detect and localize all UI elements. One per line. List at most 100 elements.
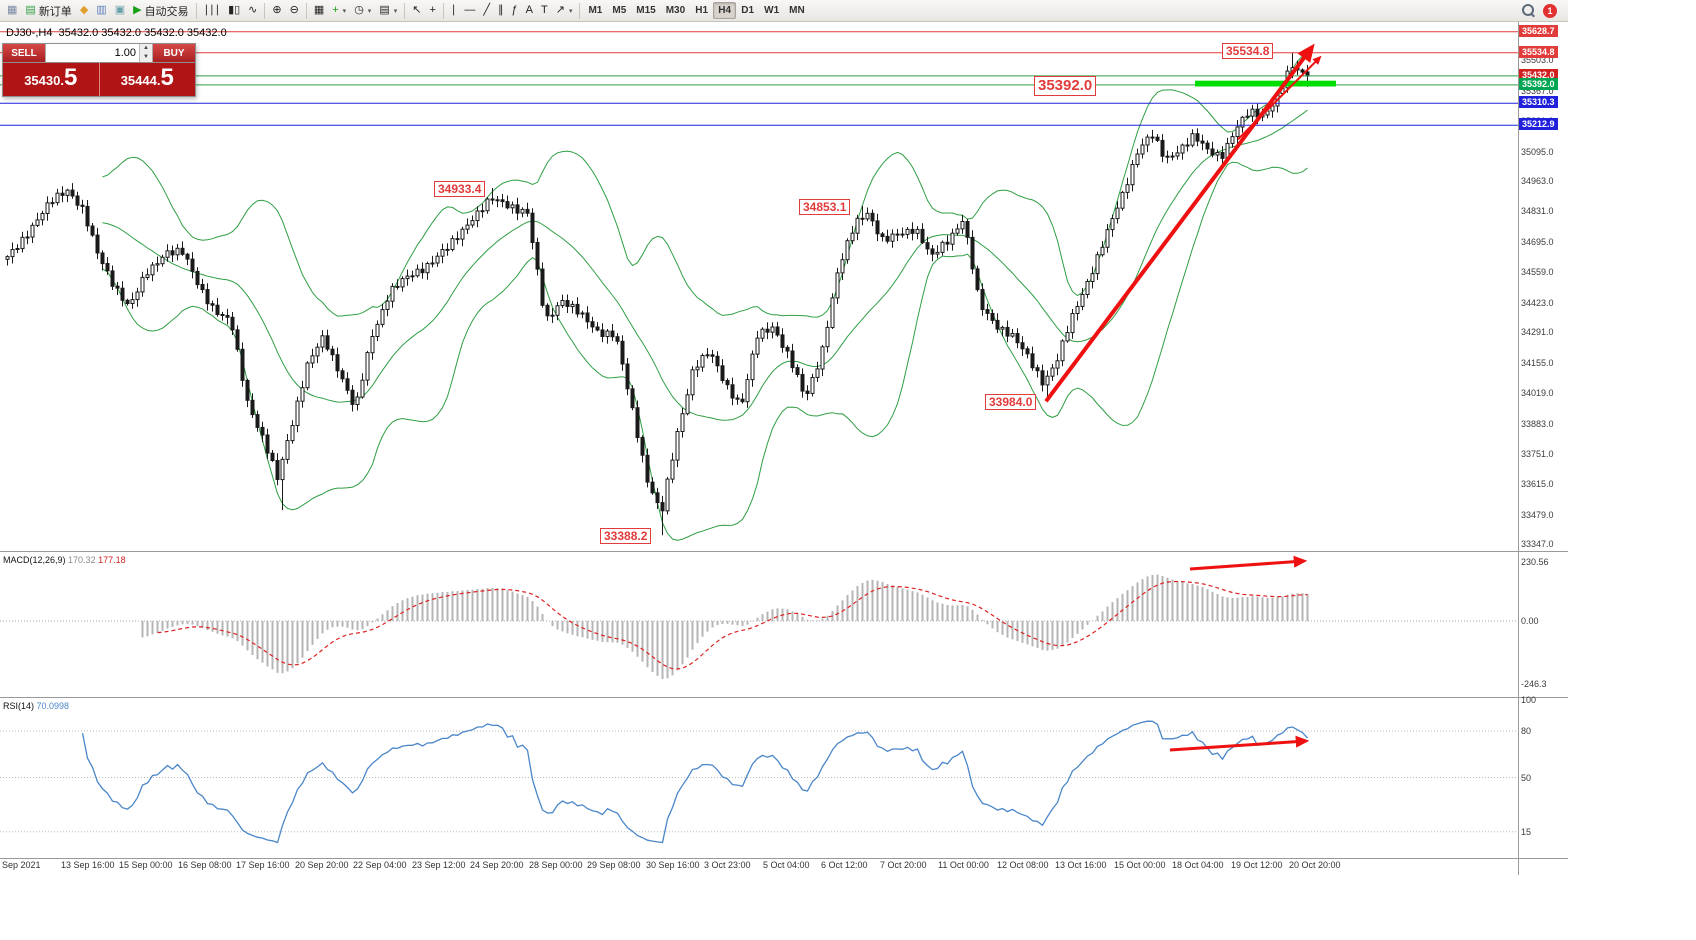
candlestick-chart-icon[interactable]: ▮▯ [224, 2, 244, 20]
rsi-axis-tick: 50 [1521, 773, 1532, 783]
toolbar-right-cluster: 1 [1522, 3, 1565, 18]
volume-up-icon[interactable]: ▲ [140, 44, 152, 53]
tile-windows-icon[interactable]: ▦ [310, 2, 328, 20]
candle [940, 241, 945, 253]
templates-icon[interactable]: ▤ ▾ [375, 2, 401, 20]
support-zone-highlight[interactable] [1195, 80, 1336, 87]
periods-icon[interactable]: ◷ ▾ [350, 2, 375, 20]
timeframe-d1[interactable]: D1 [741, 5, 755, 16]
candle [1210, 148, 1215, 156]
timeframe-m1[interactable]: M1 [588, 5, 603, 16]
indicators-icon[interactable]: + ▾ [328, 2, 350, 20]
candle [270, 452, 275, 462]
timeframe-h1[interactable]: H1 [695, 5, 709, 16]
search-icon[interactable] [1522, 4, 1535, 17]
timeframe-m30[interactable]: M30 [665, 5, 686, 16]
chart-canvas[interactable] [0, 0, 1568, 940]
candle [235, 329, 240, 350]
candle [790, 350, 795, 369]
candle [1195, 133, 1200, 142]
macd-arrow[interactable] [1189, 555, 1308, 571]
autotrading-button[interactable]: ▶ 自动交易 [129, 2, 192, 20]
candle [1065, 332, 1070, 342]
volume-spinner[interactable]: ▲ ▼ [139, 44, 152, 62]
time-axis-label: 5 Oct 04:00 [763, 860, 810, 870]
candle [130, 299, 135, 305]
timeframe-mn[interactable]: MN [789, 5, 805, 16]
candle [985, 309, 990, 314]
candle [315, 346, 320, 357]
label-icon: T [540, 4, 548, 16]
sell-price[interactable]: 35430. 5 [3, 63, 100, 96]
sell-button[interactable]: SELL [3, 44, 45, 62]
zoom-out-icon: ⊖ [289, 4, 299, 16]
label-icon[interactable]: T [537, 2, 552, 20]
timeframe-m5[interactable]: M5 [612, 5, 627, 16]
periods-icon: ◷ [354, 4, 364, 16]
volume-field[interactable]: 1.00 ▲ ▼ [45, 44, 153, 62]
trend-arrow-secondary[interactable] [1237, 55, 1322, 141]
trendline-icon[interactable]: ╱ [479, 2, 494, 20]
candle [1080, 294, 1085, 307]
zoom-out-icon[interactable]: ⊖ [286, 2, 303, 20]
line-chart-icon[interactable]: ∿ [244, 2, 261, 20]
terminal-icon[interactable]: ▣ [111, 2, 129, 20]
buy-price[interactable]: 35444. 5 [99, 63, 195, 96]
vertical-line-icon[interactable]: ∣ [447, 2, 461, 20]
history-center-icon[interactable]: ◆ [76, 2, 92, 20]
candle [135, 291, 140, 301]
notifications-badge[interactable]: 1 [1543, 3, 1557, 18]
rsi-arrow[interactable] [1169, 735, 1310, 752]
candle [1010, 333, 1015, 337]
candle [260, 426, 265, 436]
bar-chart-icon[interactable]: ∣∣∣ [200, 2, 225, 20]
fibonacci-icon[interactable]: ƒ [508, 2, 522, 20]
candle [20, 236, 25, 250]
text-icon[interactable]: A [522, 2, 537, 20]
candle [1130, 164, 1135, 186]
candle [975, 268, 980, 291]
price-axis-tick: 33479.0 [1521, 510, 1554, 520]
timeframe-h4[interactable]: H4 [713, 2, 737, 19]
candle [980, 289, 985, 311]
candle [965, 221, 970, 238]
time-axis-label: 18 Oct 04:00 [1172, 860, 1224, 870]
candle [395, 285, 400, 288]
cursor-icon[interactable]: ↖ [408, 2, 425, 20]
candle [85, 205, 90, 227]
candle [495, 199, 500, 202]
horizontal-line-icon[interactable]: — [460, 2, 479, 20]
candle [750, 353, 755, 381]
timeframe-m15[interactable]: M15 [636, 5, 656, 16]
price-annotation: 35392.0 [1034, 76, 1097, 96]
candle [1035, 367, 1040, 372]
buy-button[interactable]: BUY [153, 44, 195, 62]
zoom-in-icon[interactable]: ⊕ [268, 2, 285, 20]
macd-indicator-label: MACD(12,26,9) 170.32 177.18 [3, 555, 126, 565]
candle [545, 304, 550, 317]
volume-down-icon[interactable]: ▼ [140, 53, 152, 62]
candle [170, 250, 175, 256]
candle [885, 235, 890, 242]
new-order-button[interactable]: ▤ 新订单 [21, 2, 75, 20]
candle [230, 316, 235, 331]
trend-arrow-main[interactable] [1044, 43, 1315, 403]
candle [1245, 115, 1250, 118]
channel-icon[interactable]: ∥ [494, 2, 508, 20]
timeframe-w1[interactable]: W1 [764, 5, 780, 16]
toolbar-separator [442, 2, 444, 19]
candle [210, 303, 215, 306]
arrows-icon[interactable]: ↗ ▾ [552, 2, 577, 20]
horizontal-line-icon: — [464, 4, 476, 16]
buy-price-main: 35444. [120, 73, 161, 88]
candle [875, 220, 880, 235]
candle [480, 210, 485, 213]
candlestick-chart-icon: ▮▯ [228, 4, 241, 16]
mt4-terminal-window: ▦ ▤ 新订单 ◆ ▥ ▣ ▶ 自动交易 ∣∣∣ ▮▯ ∿ ⊕ ⊖ ▦ + ▾ ◷ ▾ ▤ ▾ ↖ + ∣ — ╱ ∥ ƒ A T ↗ ▾ M… [0, 0, 1568, 940]
profiles-icon[interactable]: ▥ [92, 2, 110, 20]
crosshair-icon[interactable]: + [425, 2, 439, 20]
candle [560, 300, 565, 307]
macd-axis-tick: 230.56 [1521, 557, 1549, 567]
volume-value[interactable]: 1.00 [114, 47, 136, 59]
candle [1190, 133, 1195, 146]
